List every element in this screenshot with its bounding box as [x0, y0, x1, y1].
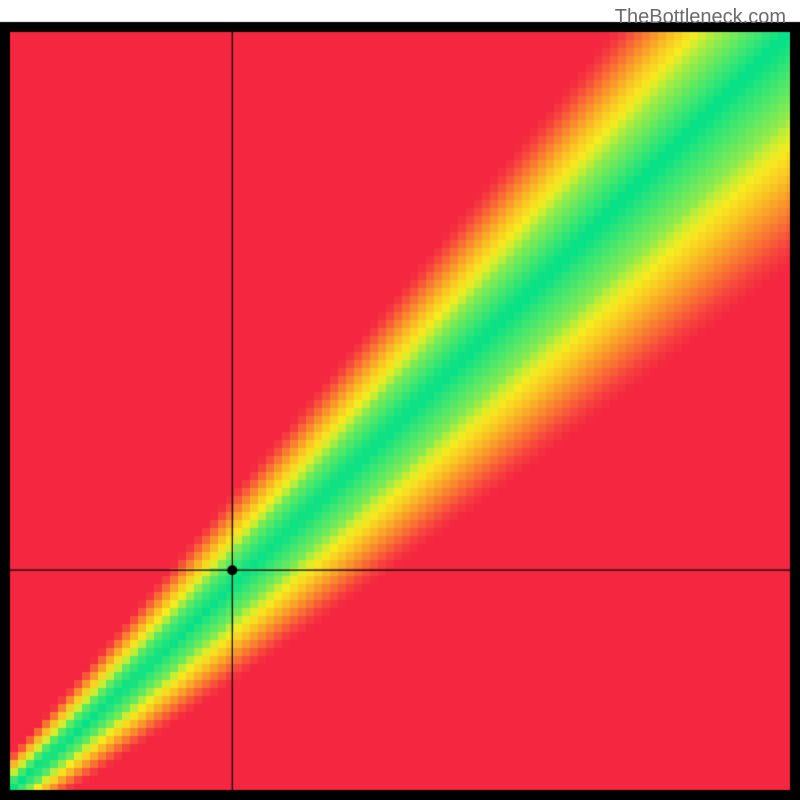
chart-container: TheBottleneck.com	[0, 0, 800, 800]
heatmap-canvas	[0, 0, 800, 800]
watermark-text: TheBottleneck.com	[615, 6, 786, 29]
